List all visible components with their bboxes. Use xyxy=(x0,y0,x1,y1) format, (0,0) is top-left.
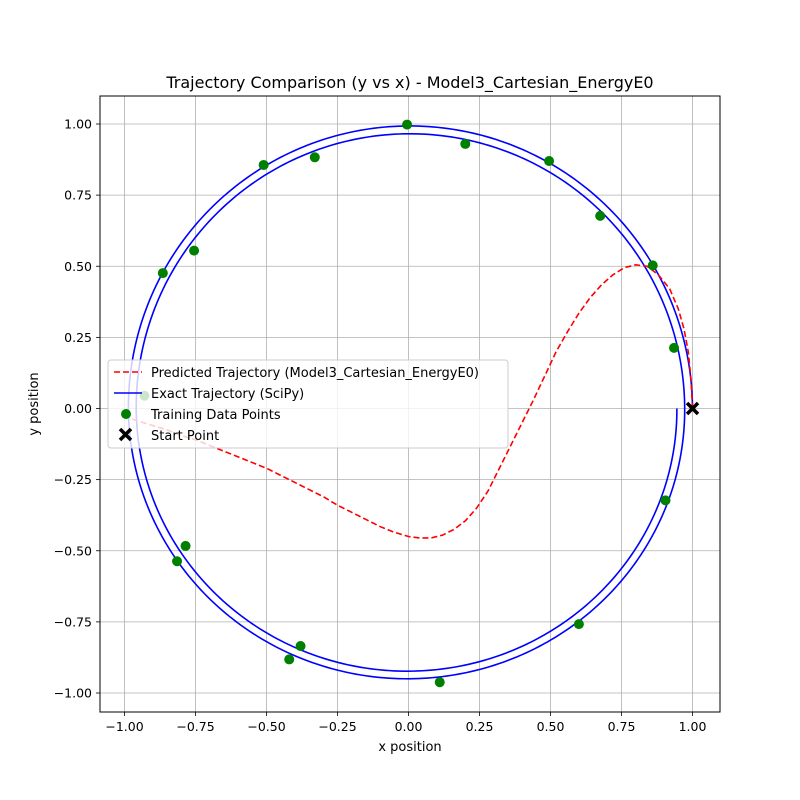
legend: Predicted Trajectory (Model3_Cartesian_E… xyxy=(107,359,509,449)
training-point xyxy=(660,495,671,506)
training-point xyxy=(157,268,168,279)
legend-exact-label: Exact Trajectory (SciPy) xyxy=(151,387,304,402)
x-tick-label: −1.00 xyxy=(105,719,143,734)
y-tick-label: −0.25 xyxy=(54,472,92,487)
chart-title: Trajectory Comparison (y vs x) - Model3_… xyxy=(165,73,653,93)
x-tick-label: 0.25 xyxy=(466,719,494,734)
y-tick-label: 0.50 xyxy=(64,259,92,274)
y-tick-label: −0.75 xyxy=(54,614,92,629)
training-point xyxy=(402,119,413,130)
training-point xyxy=(669,342,680,353)
y-tick-label: 0.25 xyxy=(64,330,92,345)
x-tick-label: −0.50 xyxy=(247,719,285,734)
y-tick-label: 0.75 xyxy=(64,188,92,203)
x-tick-label: −0.75 xyxy=(176,719,214,734)
x-tick-label: 0.75 xyxy=(608,719,636,734)
legend-training-label: Training Data Points xyxy=(150,408,281,423)
plot-frame xyxy=(99,95,721,713)
training-point xyxy=(258,159,269,170)
y-tick-label: −1.00 xyxy=(54,686,92,701)
training-point xyxy=(180,540,191,551)
training-point xyxy=(544,155,555,166)
training-point xyxy=(460,138,471,149)
training-point xyxy=(295,641,306,652)
x-tick-label: 0.00 xyxy=(395,719,423,734)
legend-training-swatch xyxy=(121,409,131,419)
training-point xyxy=(309,152,320,163)
axis-ticks: −1.00 −0.75 −0.50 −0.25 0.00 0.25 0.50 0.75 1.00… xyxy=(54,117,707,735)
x-axis-title: x position xyxy=(378,740,441,755)
training-point xyxy=(647,260,658,271)
legend-start-label: Start Point xyxy=(151,429,219,444)
legend-box xyxy=(107,359,509,449)
start-point-marker xyxy=(685,401,700,416)
y-tick-label: 0.00 xyxy=(64,401,92,416)
training-point xyxy=(573,619,584,630)
y-tick-label: 1.00 xyxy=(64,117,92,132)
predicted-trajectory-line xyxy=(129,264,694,539)
training-point xyxy=(189,245,200,256)
x-tick-label: −0.25 xyxy=(318,719,356,734)
legend-predicted-label: Predicted Trajectory (Model3_Cartesian_E… xyxy=(151,366,479,381)
legend-start-swatch xyxy=(118,427,133,442)
x-tick-label: 1.00 xyxy=(679,719,707,734)
training-point xyxy=(595,210,606,221)
training-point xyxy=(284,654,295,665)
y-tick-label: −0.50 xyxy=(54,543,92,558)
x-tick-label: 0.50 xyxy=(537,719,565,734)
start-point-layer xyxy=(685,401,700,416)
training-points xyxy=(139,119,680,688)
start-point-stroke xyxy=(685,401,700,416)
training-point xyxy=(434,677,445,688)
y-axis-title: y position xyxy=(27,372,42,435)
training-point xyxy=(172,556,183,567)
